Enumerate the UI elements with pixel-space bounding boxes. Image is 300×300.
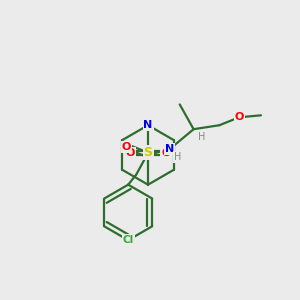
Text: H: H	[174, 152, 182, 162]
Text: N: N	[165, 144, 174, 154]
Text: S: S	[143, 146, 152, 160]
Text: O: O	[125, 148, 135, 158]
Text: O: O	[235, 112, 244, 122]
Text: O: O	[122, 142, 131, 152]
Text: N: N	[143, 120, 153, 130]
Text: O: O	[161, 148, 170, 158]
Text: Cl: Cl	[123, 235, 134, 245]
Text: H: H	[198, 132, 205, 142]
